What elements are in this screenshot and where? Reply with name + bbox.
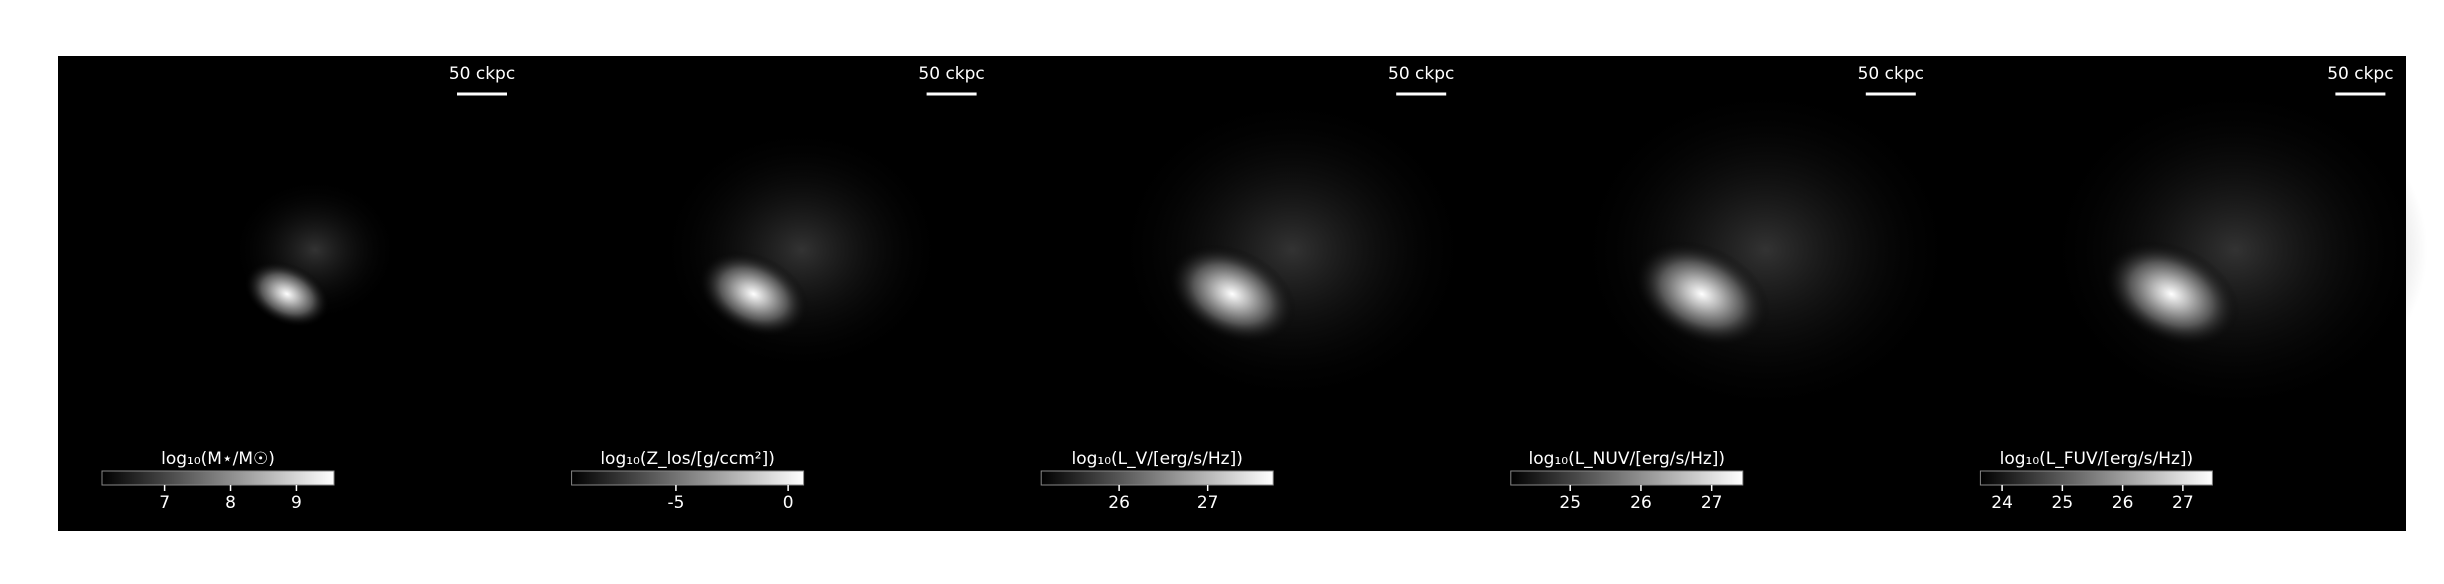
colorbar-tick-label: 27: [2172, 493, 2194, 513]
colorbar-tick-label: 27: [1197, 493, 1219, 513]
colorbar: [1040, 470, 1274, 486]
galaxy-core: [698, 250, 810, 338]
colorbar-tick-label: 9: [291, 493, 302, 513]
colorbar: [1979, 470, 2213, 486]
colorbar-tick-label: 0: [783, 493, 794, 513]
colorbar-tick-label: 25: [2052, 493, 2074, 513]
galaxy-core: [2103, 240, 2240, 348]
colorbar: [571, 470, 805, 486]
scalebar-label: 50 ckpc: [918, 64, 984, 84]
colorbar-label: log₁₀(L_NUV/[erg/s/Hz]): [1529, 449, 1726, 469]
galaxy-halo: [657, 125, 946, 375]
scalebar-label: 50 ckpc: [449, 64, 515, 84]
colorbar-tick-label: 7: [159, 493, 170, 513]
colorbar-tick-label: -5: [667, 493, 684, 513]
scalebar-label: 50 ckpc: [1858, 64, 1924, 84]
galaxy-core: [244, 260, 330, 328]
scalebar-label: 50 ckpc: [2327, 64, 2393, 84]
colorbar-label: log₁₀(L_FUV/[erg/s/Hz]): [2000, 449, 2194, 469]
colorbar-tick-label: 24: [1991, 493, 2013, 513]
galaxy-core: [1633, 240, 1771, 348]
colorbar-label: log₁₀(Z_los/[g/ccm²]): [600, 449, 775, 469]
colorbar-tick-label: 27: [1701, 493, 1723, 513]
colorbar: [1510, 470, 1744, 486]
galaxy-halo: [2043, 83, 2428, 417]
colorbar-tick-label: 8: [225, 493, 236, 513]
colorbar-tick-label: 25: [1559, 493, 1581, 513]
colorbar-label: log₁₀(M⋆/M☉): [161, 449, 275, 469]
scalebar-label: 50 ckpc: [1388, 64, 1454, 84]
colorbar-label: log₁₀(L_V/[erg/s/Hz]): [1072, 449, 1243, 469]
colorbar-tick-label: 26: [1630, 493, 1652, 513]
colorbar: [101, 470, 335, 486]
galaxy-halo: [1573, 83, 1958, 417]
galaxy-halo: [1112, 94, 1473, 406]
colorbar-tick-label: 26: [2112, 493, 2134, 513]
colorbar-tick-label: 26: [1108, 493, 1130, 513]
galaxy-core: [1168, 244, 1297, 344]
